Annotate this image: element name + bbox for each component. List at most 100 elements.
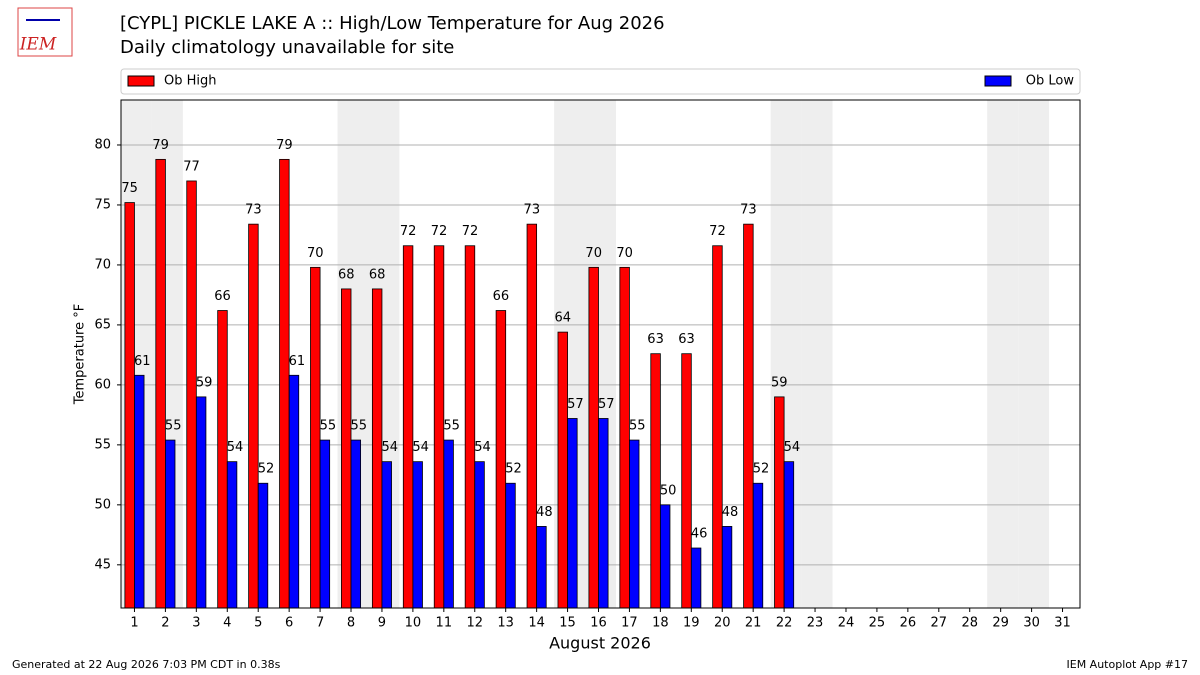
value-label: 63 (678, 332, 695, 347)
value-label: 50 (660, 483, 677, 498)
legend-label: Ob High (164, 74, 217, 89)
value-label: 73 (740, 203, 757, 218)
x-axis-label: August 2026 (549, 634, 651, 653)
x-tick-label: 8 (347, 616, 355, 631)
bar (526, 223, 538, 609)
logo-text: IEM (19, 35, 57, 55)
value-label: 64 (554, 311, 571, 326)
bar (412, 461, 423, 609)
bar (774, 396, 785, 609)
value-label: 55 (443, 419, 460, 434)
y-axis-label: Temperature °F (73, 304, 88, 405)
bar (186, 180, 197, 609)
weekend-band (801, 100, 833, 608)
y-tick-label: 65 (94, 317, 111, 332)
value-label: 46 (691, 527, 708, 542)
bar (505, 482, 516, 609)
x-tick-label: 30 (1023, 616, 1040, 631)
bar (588, 266, 599, 609)
bar (402, 245, 414, 609)
bar (381, 461, 392, 609)
bar (474, 461, 485, 609)
bar (319, 439, 331, 609)
value-label: 75 (121, 181, 138, 196)
bar (557, 331, 568, 609)
value-label: 72 (709, 224, 726, 239)
bar (783, 461, 795, 609)
value-label: 55 (165, 419, 182, 434)
value-label: 61 (289, 354, 306, 369)
logo-outline (17, 7, 73, 57)
y-tick-label: 45 (94, 557, 111, 572)
weekend-band (987, 100, 1019, 608)
value-label: 77 (183, 159, 200, 174)
bar (690, 547, 702, 609)
x-tick-label: 6 (285, 616, 293, 631)
value-label: 54 (784, 440, 801, 455)
value-label: 66 (493, 289, 510, 304)
x-tick-label: 27 (931, 616, 948, 631)
value-label: 79 (276, 138, 293, 153)
value-label: 63 (647, 332, 664, 347)
x-tick-label: 4 (223, 616, 231, 631)
value-label: 66 (214, 289, 231, 304)
value-label: 52 (505, 462, 522, 477)
value-label: 73 (245, 203, 262, 218)
x-tick-label: 5 (254, 616, 262, 631)
x-tick-label: 26 (900, 616, 917, 631)
x-tick-label: 12 (466, 616, 483, 631)
footer-left: Generated at 22 Aug 2026 7:03 PM CDT in … (12, 658, 281, 671)
value-label: 54 (474, 440, 491, 455)
bar (165, 439, 176, 609)
x-tick-label: 29 (992, 616, 1009, 631)
x-tick-label: 9 (378, 616, 386, 631)
value-label: 59 (771, 375, 788, 390)
x-tick-label: 23 (807, 616, 824, 631)
value-label: 61 (134, 354, 151, 369)
bar (619, 266, 630, 609)
bar (226, 461, 238, 609)
value-label: 52 (258, 462, 275, 477)
value-label: 54 (412, 440, 429, 455)
bar (681, 353, 692, 609)
y-tick-label: 75 (94, 197, 111, 212)
y-tick-label: 70 (94, 257, 111, 272)
chart-title: [CYPL] PICKLE LAKE A :: High/Low Tempera… (120, 13, 665, 34)
bar (195, 396, 207, 609)
legend (120, 68, 1081, 95)
plot-frame (120, 99, 1081, 609)
value-label: 57 (567, 397, 584, 412)
y-tick-label: 80 (94, 137, 111, 152)
bar (288, 374, 300, 609)
x-tick-label: 11 (436, 616, 453, 631)
value-label: 54 (227, 440, 244, 455)
bar (495, 310, 507, 609)
x-tick-label: 28 (961, 616, 978, 631)
value-label: 59 (196, 375, 213, 390)
x-tick-label: 7 (316, 616, 324, 631)
bar (124, 202, 135, 609)
x-tick-label: 13 (497, 616, 514, 631)
value-label: 72 (400, 224, 417, 239)
bar (350, 439, 362, 609)
x-tick-label: 31 (1054, 616, 1071, 631)
x-tick-label: 15 (559, 616, 576, 631)
value-label: 70 (616, 246, 633, 261)
x-tick-label: 17 (621, 616, 638, 631)
x-tick-label: 2 (161, 616, 169, 631)
x-tick-label: 3 (192, 616, 200, 631)
bar (341, 288, 352, 609)
bar (248, 223, 259, 609)
y-tick-label: 50 (94, 497, 111, 512)
x-tick-label: 1 (130, 616, 138, 631)
bar (752, 482, 764, 609)
bar (712, 245, 723, 609)
x-tick-label: 18 (652, 616, 669, 631)
x-tick-label: 24 (838, 616, 855, 631)
bar (279, 158, 290, 609)
legend-label: Ob Low (1026, 74, 1075, 89)
value-label: 73 (524, 203, 541, 218)
bar (155, 158, 166, 609)
value-label: 68 (369, 267, 386, 282)
